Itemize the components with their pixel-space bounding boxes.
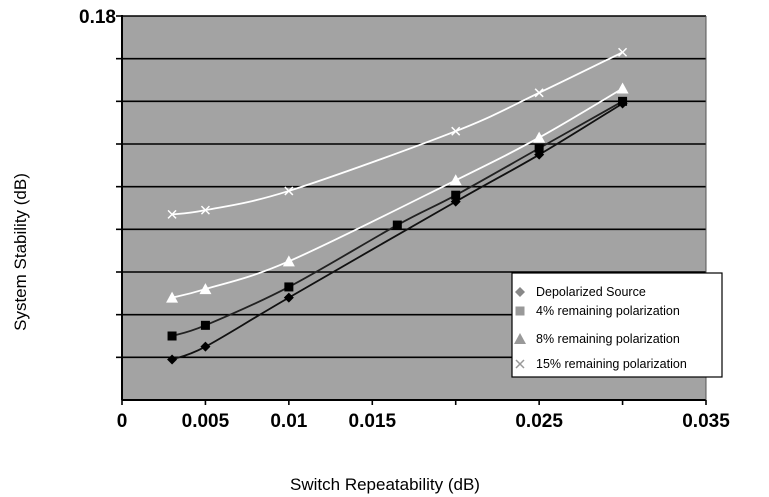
series-2 xyxy=(167,96,628,341)
data-point-stroke xyxy=(200,205,210,215)
data-point xyxy=(533,131,546,143)
data-point xyxy=(284,282,294,292)
data-point xyxy=(167,354,178,365)
data-point-stroke xyxy=(451,126,461,136)
tick-labels: 0 0.005 0.01 0.015 0.025 0.035 0.18 xyxy=(79,7,730,432)
y-axis-title: System Stability (dB) xyxy=(11,173,30,331)
data-point xyxy=(199,283,212,295)
gridlines xyxy=(122,15,706,359)
legend-marker xyxy=(515,306,525,316)
x-tick-label: 0.01 xyxy=(270,411,307,432)
legend-entry: 8% remaining polarization xyxy=(514,332,680,346)
data-point xyxy=(449,174,462,186)
legend-marker xyxy=(515,359,525,369)
x-tick-label: 0.005 xyxy=(182,411,230,432)
x-tick-label: 0.025 xyxy=(515,411,563,432)
legend-entry: 15% remaining polarization xyxy=(515,357,687,371)
data-point xyxy=(392,220,402,230)
data-point xyxy=(534,143,544,153)
legend-marker xyxy=(514,333,526,344)
data-point xyxy=(282,255,295,267)
data-point-stroke xyxy=(284,186,294,196)
data-point xyxy=(200,205,210,215)
data-point-stroke xyxy=(534,88,544,98)
data-point xyxy=(167,209,177,219)
legend-marker-stroke xyxy=(515,359,525,369)
x-tick-label: 0.015 xyxy=(349,411,397,432)
legend-entry: 4% remaining polarization xyxy=(515,304,680,318)
data-point xyxy=(534,88,544,98)
x-tick-label: 0 xyxy=(117,411,128,432)
data-point xyxy=(451,126,461,136)
data-point-stroke xyxy=(167,209,177,219)
legend-label: 8% remaining polarization xyxy=(536,332,680,346)
data-point xyxy=(200,341,211,352)
legend: Depolarized Source 4% remaining polarizat… xyxy=(511,272,723,378)
legend-entry: Depolarized Source xyxy=(515,285,646,299)
data-point xyxy=(167,331,177,341)
y-tick-label: 0.18 xyxy=(79,7,116,28)
data-point xyxy=(166,291,179,303)
data-point xyxy=(616,82,629,94)
data-point xyxy=(618,96,628,106)
data-point-stroke xyxy=(618,47,628,57)
legend-label: Depolarized Source xyxy=(536,285,646,299)
data-point xyxy=(451,190,461,200)
legend-label: 15% remaining polarization xyxy=(536,357,687,371)
x-tick-label: 0.035 xyxy=(682,411,730,432)
legend-label: 4% remaining polarization xyxy=(536,304,680,318)
series-4 xyxy=(167,47,628,219)
data-point xyxy=(283,292,294,303)
series-layer xyxy=(166,47,629,365)
series-3 xyxy=(166,82,629,303)
legend-marker xyxy=(515,287,525,297)
legend-box xyxy=(511,272,723,378)
x-axis-title: Switch Repeatability (dB) xyxy=(290,475,480,494)
data-point xyxy=(200,320,210,330)
data-point xyxy=(618,47,628,57)
data-point xyxy=(284,186,294,196)
